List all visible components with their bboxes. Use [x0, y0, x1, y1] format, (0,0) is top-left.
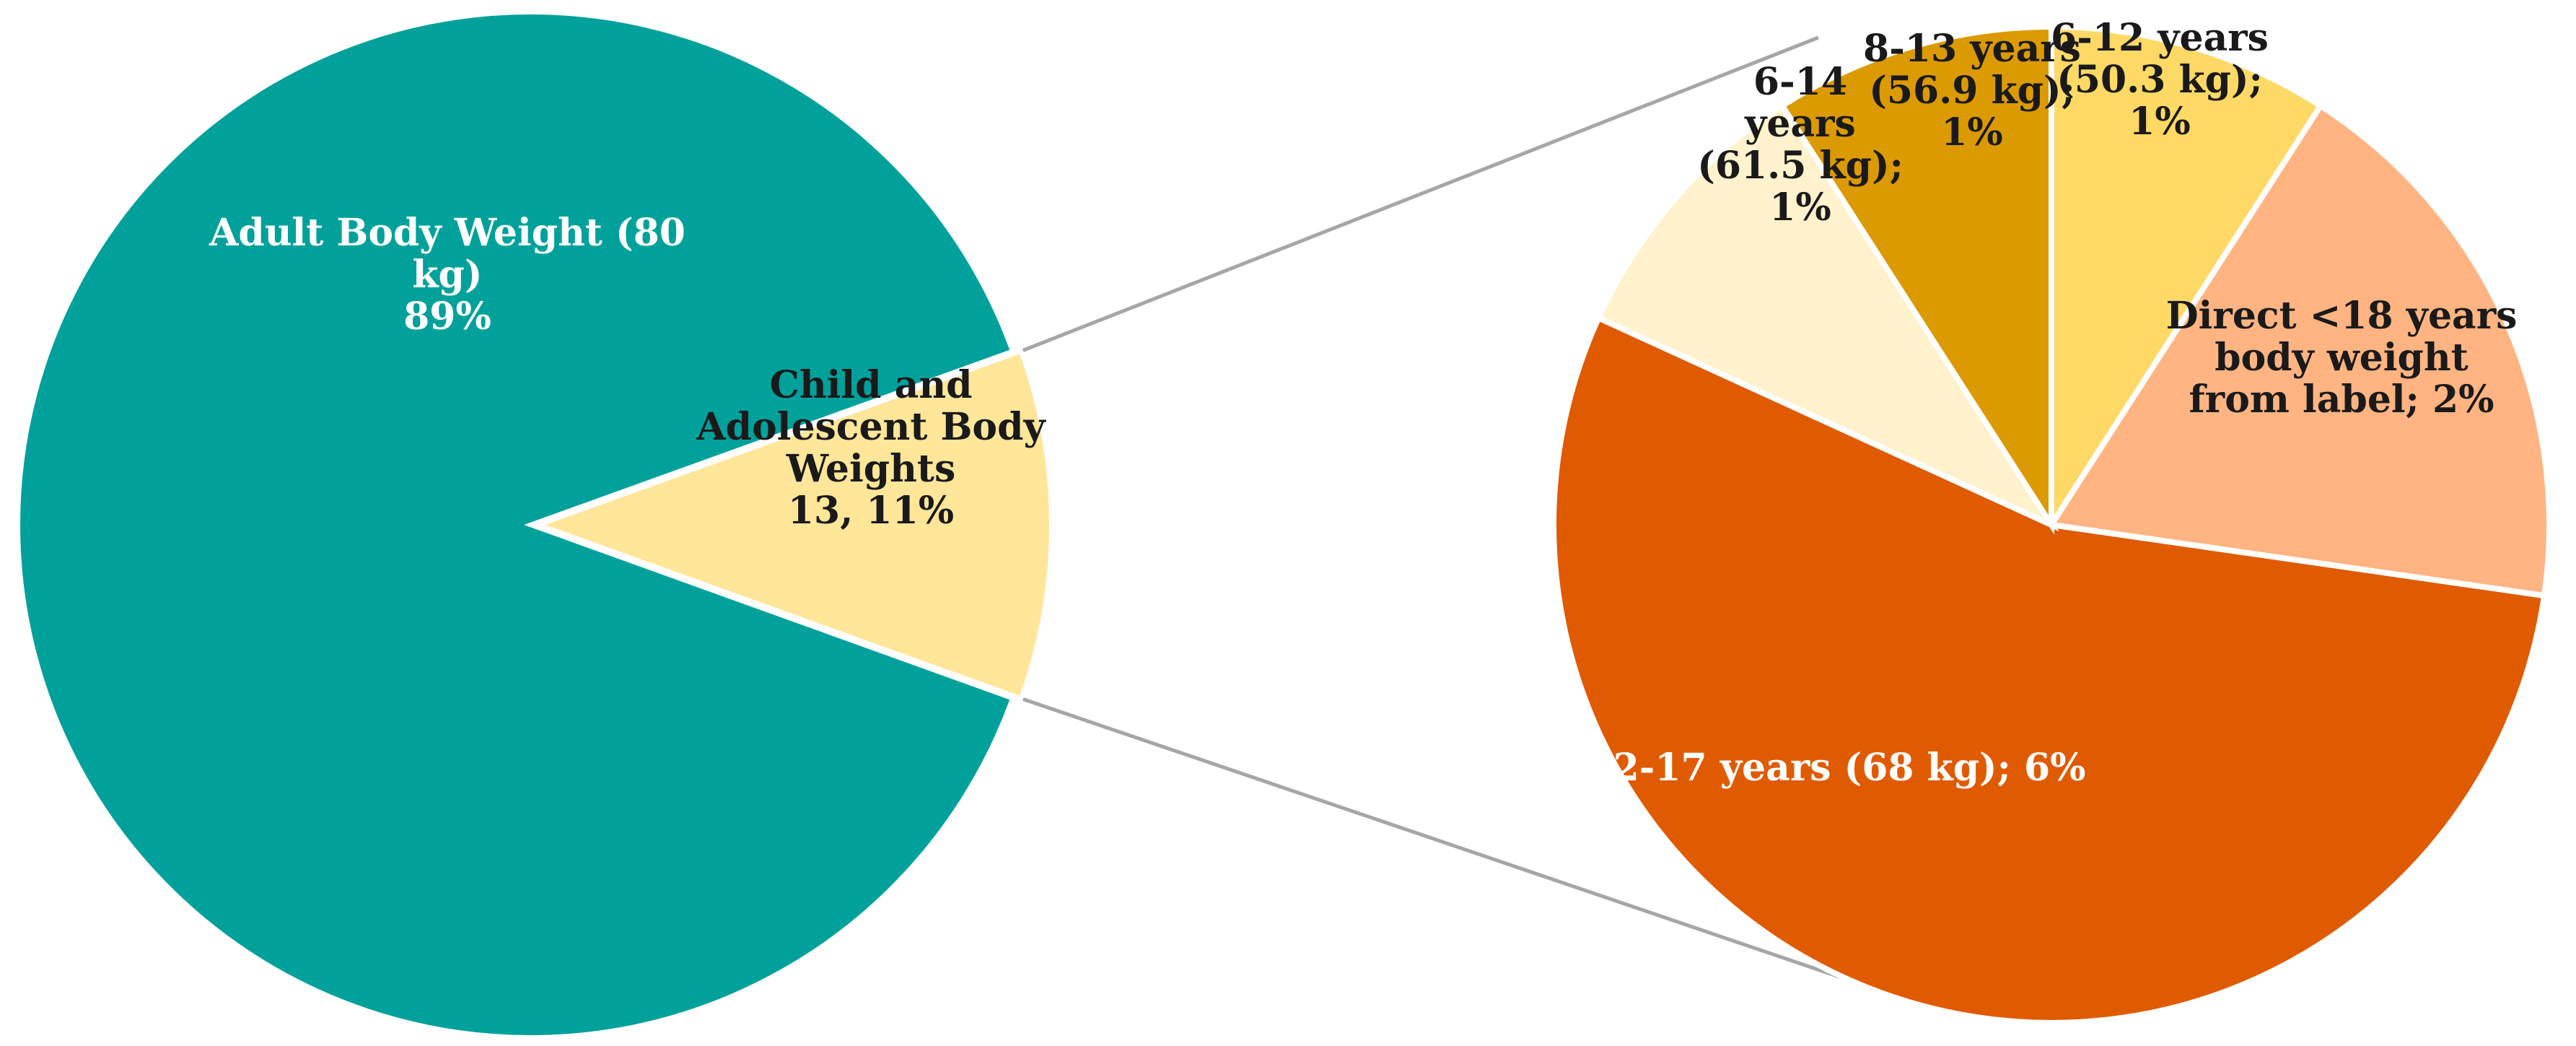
connector-line-top — [1020, 35, 1819, 353]
breakdown-slice-label-8-13: 8-13 years (56.9 kg); 1% — [1863, 27, 2081, 154]
breakdown-slice-label-line: Direct <18 years — [2166, 294, 2518, 338]
breakdown-slice-label-line: (61.5 kg); — [1697, 144, 1903, 188]
breakdown-slice-label-line: (50.3 kg); — [2056, 58, 2263, 102]
main-slice-label-line: Weights — [786, 447, 955, 491]
breakdown-slice-label-line: 1% — [1941, 110, 2003, 154]
breakdown-slice-label-line: 8-13 years — [1863, 27, 2081, 71]
main-slice-label-line: Adolescent Body — [696, 405, 1046, 449]
main-slice-label-line: 89% — [403, 295, 491, 339]
breakdown-slice-label-6-14: 6-14 years (61.5 kg); 1% — [1697, 60, 1903, 230]
breakdown-slice-label-line: 6-14 — [1753, 60, 1847, 104]
connector-line-bottom — [1020, 697, 1848, 982]
main-slice-label-line: Child and — [769, 363, 972, 407]
main-slice-label-line: kg) — [413, 253, 483, 297]
breakdown-slice-label-6-12: 6-12 years (50.3 kg); 1% — [2051, 16, 2269, 144]
breakdown-slice-label-12-17: 12-17 years (68 kg); 6% — [1587, 746, 2085, 790]
connector-lines — [1020, 35, 1848, 982]
main-slice-child — [533, 348, 1053, 702]
breakdown-slice-direct — [2046, 102, 2552, 599]
breakdown-slice-label-direct: Direct <18 years body weight from label; 2… — [2166, 294, 2518, 422]
main-slice-label-line: 13, 11% — [788, 489, 954, 533]
main-pie — [16, 10, 1053, 1040]
breakdown-slice-6-12 — [2049, 23, 2325, 535]
breakdown-slice-label-line: (56.9 kg); — [1869, 69, 2075, 113]
breakdown-slice-label-line: 12-17 years (68 kg); 6% — [1587, 746, 2085, 790]
breakdown-slice-label-line: from label; 2% — [2189, 378, 2494, 422]
main-slice-label-child: Child and Adolescent Body Weights 13, 11% — [696, 363, 1046, 533]
breakdown-slice-label-line: 6-12 years — [2051, 16, 2269, 60]
breakdown-pie — [1551, 23, 2552, 1026]
main-slice-adult — [16, 10, 1015, 1040]
breakdown-slice-label-line: body weight — [2214, 336, 2468, 380]
slice-labels: Adult Body Weight (80 kg) 89%Child and Adol… — [209, 16, 2517, 790]
breakdown-slice-label-line: years — [1744, 102, 1856, 146]
breakdown-slice-12-17 — [1551, 314, 2548, 1026]
breakdown-slice-label-line: 1% — [1769, 186, 1831, 230]
main-slice-label-adult: Adult Body Weight (80 kg) 89% — [209, 211, 685, 339]
breakdown-slice-label-line: 1% — [2129, 100, 2191, 144]
main-slice-label-line: Adult Body Weight (80 — [209, 211, 685, 255]
breakdown-slice-8-13 — [1778, 23, 2054, 535]
breakdown-slice-6-14 — [1595, 102, 2059, 532]
